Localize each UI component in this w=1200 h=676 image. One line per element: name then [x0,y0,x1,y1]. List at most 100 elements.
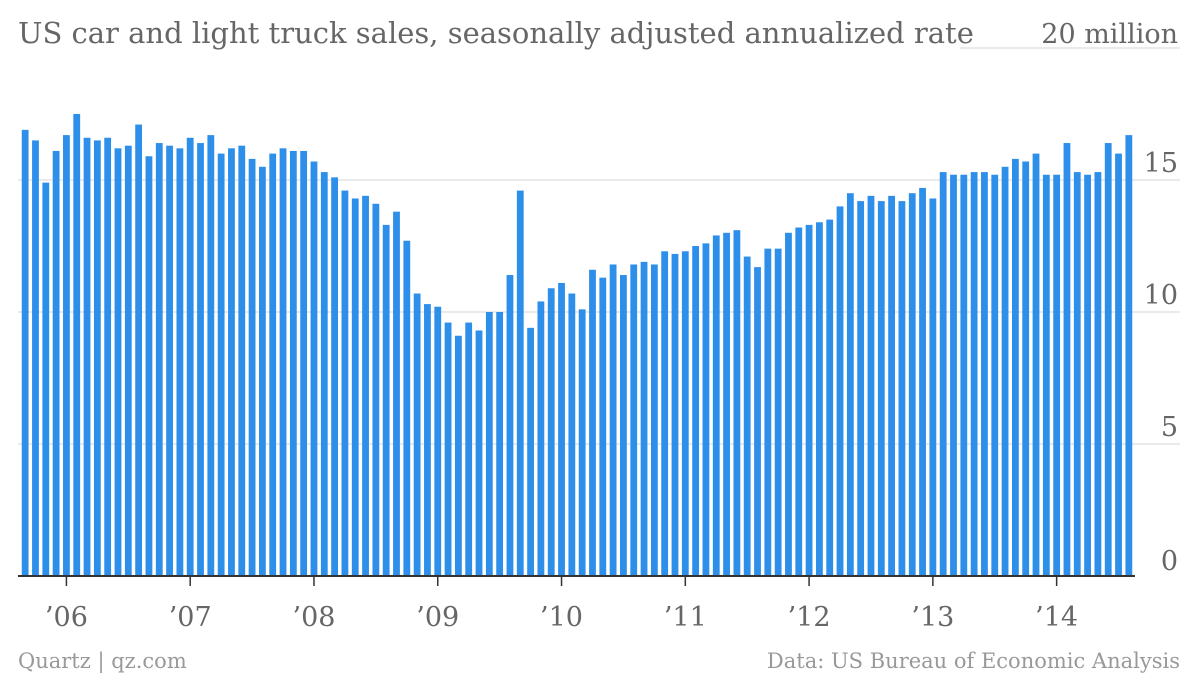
bar [877,201,885,576]
bar [950,174,957,576]
bar [331,177,339,577]
y-tick-label: 5 [1161,412,1178,443]
bar [1032,153,1040,576]
bar [537,301,545,576]
bar [238,145,246,576]
y-axis: 0 5 10 15 20 million [1041,19,1178,577]
x-tick-label: ’08 [292,602,335,633]
bar [63,135,70,576]
bar [1073,172,1081,576]
bar [248,158,256,576]
bars [21,114,1133,577]
bar [1022,161,1030,576]
bar [465,322,473,576]
bar [93,140,101,576]
bar [960,174,968,576]
bar [42,182,50,576]
bar [558,282,565,576]
bar [516,190,524,576]
x-tick-label: ’06 [45,602,88,633]
bar [547,288,555,576]
bar [620,275,627,576]
bar [785,232,792,577]
bar [733,230,741,576]
bar [217,153,225,576]
x-tick-label: ’12 [788,602,831,633]
bar [1063,143,1071,577]
bar [176,148,184,576]
bar [795,227,803,576]
bar [1125,135,1133,576]
bar [207,135,215,576]
bar [320,172,328,576]
bar [578,309,586,576]
bar [341,190,349,576]
bar [692,246,700,576]
bar [1011,158,1019,576]
bar [258,166,266,577]
bar [155,143,163,577]
bar [475,330,483,576]
bar [124,145,132,576]
x-tick-label: ’09 [416,602,459,633]
source-credit: Quartz | qz.com [18,649,187,674]
bar [712,235,720,576]
bar [764,248,772,576]
bar [898,201,906,576]
bar [83,137,91,576]
bar [1053,174,1061,576]
bar [589,269,596,576]
bar [413,293,421,576]
y-tick-label: 0 [1161,546,1178,577]
bar [403,240,411,576]
bar [702,243,710,577]
bar [527,327,534,576]
bar [52,150,60,576]
bar [454,335,462,576]
bar [21,129,29,576]
bar [289,150,297,576]
bar [661,251,669,576]
bar [32,140,39,576]
bar [805,224,813,576]
bar [114,148,122,576]
bar [166,145,173,576]
bar [279,148,287,576]
bar [981,172,988,576]
bar [300,150,308,576]
bar [609,264,617,576]
bar [393,211,400,576]
bar [269,153,277,576]
x-tick-label: ’07 [169,602,212,633]
bar [599,277,607,576]
bar [1094,172,1102,576]
bar [867,195,875,576]
bar [1115,153,1122,576]
bar [754,267,761,576]
x-axis: ’06 ’07 ’08 ’09 ’10 ’11 ’12 ’13 ’14 [45,576,1078,633]
bar [929,198,937,577]
bar [939,172,947,576]
x-tick-label: ’14 [1035,602,1078,633]
bar [351,198,359,577]
bar [991,174,999,576]
x-tick-label: ’11 [664,602,707,633]
bar [485,312,493,576]
bar [197,143,204,577]
bar [671,253,679,577]
bar [1104,143,1112,577]
x-tick-label: ’13 [911,602,954,633]
bar [681,251,689,576]
bar [1042,174,1050,576]
bar [228,148,235,576]
bar [743,256,751,576]
chart-title: US car and light truck sales, seasonally… [18,16,974,50]
y-tick-label: 10 [1144,280,1178,311]
bar [1084,174,1091,576]
bar [970,172,978,576]
y-axis-unit-label: 20 million [1041,19,1178,50]
bar [506,275,514,576]
bar [424,304,431,576]
bar [434,306,442,576]
bar [630,264,638,576]
